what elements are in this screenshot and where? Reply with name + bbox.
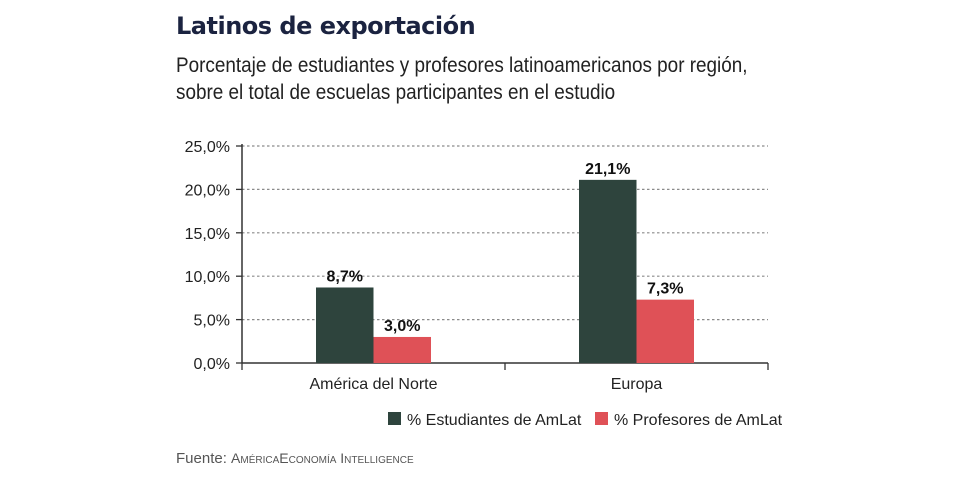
y-tick-label: 20,0% xyxy=(185,182,230,199)
source-name: AméricaEconomía Intelligence xyxy=(231,450,414,466)
source-note: Fuente: AméricaEconomía Intelligence xyxy=(176,450,414,467)
x-tick-label: América del Norte xyxy=(309,376,437,393)
legend-label: % Estudiantes de AmLat xyxy=(407,412,582,429)
subtitle-line-2: sobre el total de escuelas participantes… xyxy=(176,81,616,104)
subtitle-line-1: Porcentaje de estudiantes y profesores l… xyxy=(176,54,748,77)
legend-label: % Profesores de AmLat xyxy=(614,412,783,429)
bar xyxy=(636,299,694,363)
x-tick-label: Europa xyxy=(611,376,663,393)
bar xyxy=(373,336,431,363)
y-tick-label: 0,0% xyxy=(194,356,230,373)
chart-title: Latinos de exportación xyxy=(176,12,476,40)
legend-swatch xyxy=(388,412,401,425)
chart-subtitle: Porcentaje de estudiantes y profesores l… xyxy=(176,52,752,106)
data-label: 8,7% xyxy=(327,268,363,285)
data-label: 3,0% xyxy=(384,318,420,335)
y-tick-label: 5,0% xyxy=(194,313,230,330)
y-tick-label: 10,0% xyxy=(185,269,230,286)
source-label: Fuente: xyxy=(176,450,227,467)
bar xyxy=(316,287,374,363)
y-tick-label: 25,0% xyxy=(185,139,230,156)
data-label: 7,3% xyxy=(647,281,683,298)
legend-swatch xyxy=(595,412,608,425)
bar xyxy=(579,179,637,363)
y-tick-label: 15,0% xyxy=(185,226,230,243)
data-label: 21,1% xyxy=(585,161,630,178)
